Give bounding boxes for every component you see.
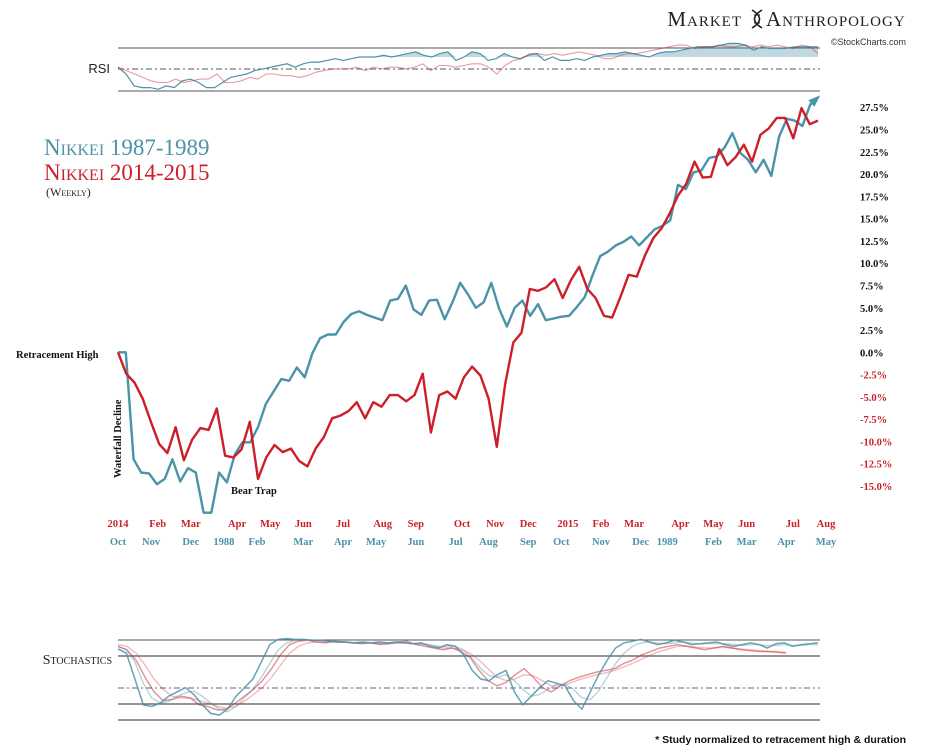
dna-logo-icon [751,9,763,29]
y-tick-label: 2.5% [860,326,884,337]
main-plot [116,95,821,514]
x-tick-label-2014-2015: Jun [295,519,312,530]
x-tick-label-2014-2015: Oct [454,519,471,530]
legend-subtitle: (Weekly) [46,185,91,199]
series-line-2014-2015 [116,106,819,481]
x-tick-label-1987-1989: Feb [249,537,266,548]
x-tick-label-2014-2015: May [703,519,724,530]
y-tick-label: 10.0% [860,259,889,270]
x-tick-label-2014-2015: Jun [738,519,755,530]
x-tick-label-2014-2015: Feb [593,519,610,530]
stoch-red-fast-line [117,639,787,711]
y-tick-label: -7.5% [860,415,887,426]
rsi-teal-line [117,42,818,90]
x-tick-label-1987-1989: Oct [553,537,570,548]
x-tick-label-1987-1989: Aug [479,537,498,548]
rsi-red-line [117,44,819,84]
rsi-panel: RSI [88,42,820,92]
stochastics-panel: Stochastics [43,637,820,721]
x-tick-label-1987-1989: Sep [520,537,537,548]
annotation-retracement-high: Retracement High [16,350,99,361]
x-tick-label-2014-2015: 2015 [557,519,578,530]
x-tick-label-2014-2015: Dec [520,519,537,530]
x-tick-label-1987-1989: Dec [182,537,199,548]
annotation-bear-trap: Bear Trap [231,486,277,497]
y-tick-label: -12.5% [860,460,892,471]
x-tick-label-2014-2015: Aug [373,519,392,530]
x-tick-label-1987-1989: Oct [110,537,127,548]
x-tick-label-1987-1989: Feb [705,537,722,548]
x-axis-1987-1989: Oct Nov Dec 1988 Feb Mar Apr May Jun Jul Aug Sep Oct… [110,537,837,548]
x-tick-label-1987-1989: Nov [142,537,161,548]
x-tick-label-1987-1989: Apr [334,537,352,548]
y-tick-label: 7.5% [860,282,884,293]
x-tick-label-2014-2015: Apr [671,519,689,530]
x-tick-label-1987-1989: Mar [737,537,757,548]
source-credit: ©StockCharts.com [831,37,906,47]
x-tick-label-2014-2015: 2014 [108,519,130,530]
rsi-teal-fill [118,43,818,57]
x-tick-label-2014-2015: Nov [486,519,505,530]
y-tick-label: 22.5% [860,148,889,159]
y-tick-label: 0.0% [860,348,884,359]
legend-teal-label: Nikkei 1987-1989 [44,135,210,160]
stochastics-label: Stochastics [43,653,112,668]
y-tick-label: 5.0% [860,304,884,315]
x-tick-label-2014-2015: May [260,519,281,530]
y-tick-label: 17.5% [860,192,889,203]
annotation-waterfall-decline: Waterfall Decline [113,399,124,478]
x-tick-label-1987-1989: Nov [592,537,611,548]
x-tick-label-2014-2015: Mar [624,519,644,530]
x-tick-label-2014-2015: Apr [228,519,246,530]
x-tick-label-1987-1989: Mar [293,537,313,548]
y-tick-label: 15.0% [860,215,889,226]
y-tick-label: -15.0% [860,482,892,493]
y-tick-label: -5.0% [860,393,887,404]
y-tick-label: 12.5% [860,237,889,248]
x-tick-label-1987-1989: 1988 [213,537,234,548]
stoch-red-slow-line [117,641,787,709]
x-tick-label-1987-1989: 1989 [657,537,678,548]
y-tick-label: -2.5% [860,371,887,382]
x-tick-label-1987-1989: May [816,537,837,548]
x-tick-label-1987-1989: Apr [777,537,795,548]
footnote: * Study normalized to retracement high &… [655,734,906,746]
series-end-arrow-icon [808,95,821,107]
x-tick-label-1987-1989: Dec [632,537,649,548]
x-tick-label-1987-1989: Jul [448,537,462,548]
x-axis-2014-2015: 2014 Feb Mar Apr May Jun Jul Aug Sep Oct Nov Dec 201… [108,519,837,530]
legend-red-label: Nikkei 2014-2015 [44,160,210,185]
x-tick-label-1987-1989: May [366,537,387,548]
rsi-label: RSI [88,61,110,76]
stoch-teal-slow-line [117,638,818,713]
brand-anthropology-text: Anthropology [766,7,906,31]
x-tick-label-2014-2015: Jul [336,519,350,530]
x-tick-label-1987-1989: Jun [407,537,424,548]
x-tick-label-2014-2015: Mar [181,519,201,530]
y-tick-label: 20.0% [860,170,889,181]
x-tick-label-2014-2015: Sep [408,519,425,530]
brand-market-text: Market [667,7,742,31]
x-tick-label-2014-2015: Jul [786,519,800,530]
stoch-teal-fast-line [117,637,819,716]
x-tick-label-2014-2015: Aug [817,519,836,530]
y-axis-ticks: 27.5% 25.0% 22.5% 20.0% 17.5% 15.0% 12.5% 10.0%… [860,103,892,493]
y-tick-label: 27.5% [860,103,889,114]
y-tick-label: 25.0% [860,126,889,137]
y-tick-label: -10.0% [860,437,892,448]
x-tick-label-2014-2015: Feb [149,519,166,530]
